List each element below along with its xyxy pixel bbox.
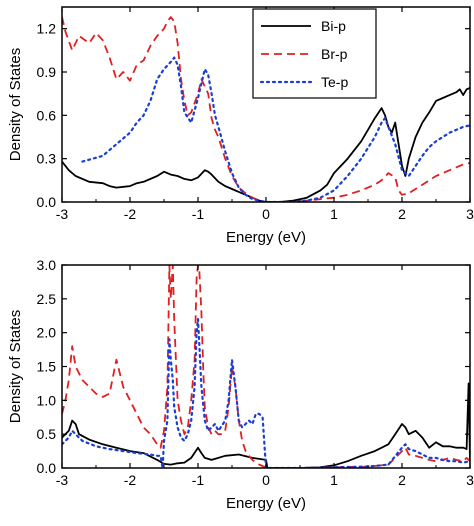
y-tick-label: 2.0 xyxy=(37,325,57,341)
x-tick-label: 3 xyxy=(466,206,474,222)
legend-box xyxy=(252,8,377,99)
y-tick-label: 1.5 xyxy=(37,359,57,375)
y-tick-label: 0.3 xyxy=(37,151,57,167)
x-tick-label: 0 xyxy=(262,206,270,222)
x-tick-label: 1 xyxy=(330,206,338,222)
y-tick-label: 0.9 xyxy=(37,64,57,80)
x-tick-label: 2 xyxy=(398,206,406,222)
x-tick-label: -2 xyxy=(124,206,137,222)
y-tick-label: 1.2 xyxy=(37,21,57,37)
bottom-panel: -3 -2 -1 0 1 2 3 0.0 0.5 1.0 1.5 2.0 2.5 3.0 Energy (e… xyxy=(7,257,474,512)
series-line-te-p-panel2 xyxy=(62,318,470,468)
x-tick-label: 3 xyxy=(466,472,474,488)
y-axis-label: Density of States xyxy=(7,48,24,161)
y-tick-label: 1.0 xyxy=(37,392,57,408)
x-tick-label: -1 xyxy=(192,472,205,488)
top-panel: -3 -2 -1 0 1 2 3 0.0 0.3 0.6 0.9 1.2 Energy (eV) Dens… xyxy=(7,6,474,246)
x-axis-label: Energy (eV) xyxy=(226,495,306,512)
x-tick-label: -2 xyxy=(124,472,137,488)
x-tick-label: -3 xyxy=(56,472,69,488)
x-tick-label: -3 xyxy=(56,206,69,222)
x-tick-label: 0 xyxy=(262,472,270,488)
legend-label: Br-p xyxy=(321,46,348,62)
x-tick-label: 1 xyxy=(330,472,338,488)
x-tick-label: 2 xyxy=(398,472,406,488)
series-line-te-p-panel1 xyxy=(81,56,470,202)
y-tick-label: 0.5 xyxy=(37,426,57,442)
series-line-bi-p-panel1 xyxy=(62,87,470,202)
y-tick-label: 2.5 xyxy=(37,291,57,307)
y-axis-label: Density of States xyxy=(7,310,24,423)
y-tick-label: 3.0 xyxy=(37,257,57,273)
series-line-br-p-panel2 xyxy=(62,265,470,468)
x-axis-label: Energy (eV) xyxy=(226,229,306,246)
y-tick-label: 0.0 xyxy=(37,194,57,210)
y-tick-label: 0.6 xyxy=(37,107,57,123)
series-line-bi-p-panel2 xyxy=(62,382,470,468)
x-tick-label: -1 xyxy=(192,206,205,222)
series-line-br-p-panel1 xyxy=(62,16,470,202)
y-tick-label: 0.0 xyxy=(37,460,57,476)
legend-label: Bi-p xyxy=(321,18,346,34)
legend-label: Te-p xyxy=(321,74,348,90)
plot-frame xyxy=(61,264,471,469)
